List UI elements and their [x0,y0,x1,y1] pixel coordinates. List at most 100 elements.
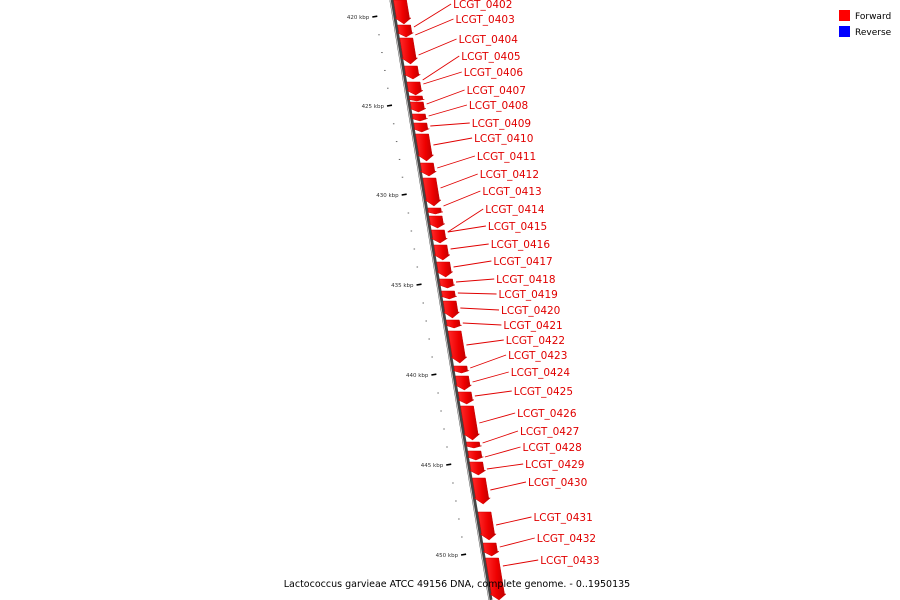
gene-label[interactable]: LCGT_0432 [537,533,596,545]
gene-block[interactable] [433,244,451,261]
leader-line [415,18,454,36]
gene-label[interactable]: LCGT_0406 [464,67,524,79]
gene-label[interactable]: LCGT_0424 [511,367,571,379]
gene-label[interactable]: LCGT_0407 [467,85,526,97]
gene-block[interactable] [408,95,425,102]
gene-block[interactable] [455,375,473,391]
legend-label-reverse: Reverse [855,28,892,38]
gene-label[interactable]: LCGT_0414 [485,204,545,216]
tick-label: 420 kbp [347,15,370,21]
gene-label[interactable]: LCGT_0429 [525,459,584,471]
gene-block[interactable] [426,207,444,215]
gene-label[interactable]: LCGT_0425 [514,386,573,398]
tick-major [431,373,437,376]
gene-label[interactable]: LCGT_0423 [508,350,567,362]
gene-label[interactable]: LCGT_0430 [528,477,587,489]
gene-block[interactable] [447,330,468,364]
gene-block[interactable] [482,542,500,557]
gene-block[interactable] [435,261,454,278]
legend-item-forward[interactable]: Forward [839,10,891,22]
gene-block[interactable] [457,391,475,405]
gene-label[interactable]: LCGT_0420 [501,305,560,317]
gene-block[interactable] [431,229,449,244]
legend-item-reverse[interactable]: Reverse [839,26,892,38]
tick-label: 435 kbp [391,283,414,289]
gene-block[interactable] [415,133,435,162]
gene-label[interactable]: LCGT_0410 [474,133,533,145]
leader-line [430,122,470,127]
gene-block[interactable] [409,101,427,113]
tick-major [386,104,393,107]
gene-label[interactable]: LCGT_0412 [480,169,539,181]
gene-block[interactable] [465,441,482,449]
leader-line [450,243,489,250]
gene-block[interactable] [428,215,446,229]
gene-label[interactable]: LCGT_0418 [496,274,555,286]
leader-line [490,481,527,491]
gene-label[interactable]: LCGT_0402 [453,0,512,11]
gene-label[interactable]: LCGT_0426 [517,408,577,420]
axis-ticks: 420 kbp 425 kbp 430 kbp 435 kbp 440 kbp 445 k… [347,15,467,559]
tick-major [446,463,452,466]
legend: Forward Reverse [839,10,892,38]
gene-label[interactable]: LCGT_0411 [477,151,536,163]
leader-line [423,71,462,85]
gene-label[interactable]: LCGT_0415 [488,221,547,233]
leader-line [474,390,512,397]
genome-caption: Lactococcus garvieae ATCC 49156 DNA, com… [284,579,630,590]
gene-label[interactable]: LCGT_0408 [469,100,528,112]
gene-label[interactable]: LCGT_0403 [455,14,514,26]
gene-block[interactable] [422,177,442,207]
leader-line [484,446,521,458]
gene-label[interactable]: LCGT_0404 [459,34,519,46]
gene-label[interactable]: LCGT_0417 [493,256,552,268]
leader-line [460,307,500,311]
gene-block[interactable] [397,24,415,38]
gene-label[interactable]: LCGT_0427 [520,426,579,438]
gene-block[interactable] [406,81,424,96]
gene-label[interactable]: LCGT_0419 [499,289,558,301]
gene-label[interactable]: LCGT_0409 [472,118,531,130]
gene-label[interactable]: LCGT_0405 [461,51,520,63]
leader-line [472,371,509,383]
gene-block[interactable] [440,290,457,300]
gene-block[interactable] [469,461,487,476]
gene-block[interactable] [477,511,497,541]
gene-block[interactable] [467,450,484,461]
gene-block[interactable] [485,557,507,600]
genome-backbone [389,0,493,600]
gene-block[interactable] [413,122,430,133]
leader-line [482,430,519,444]
tick-label: 425 kbp [362,104,385,110]
gene-block[interactable] [472,477,491,505]
gene-block[interactable] [442,300,461,319]
leader-line [447,208,484,233]
gene-label[interactable]: LCGT_0431 [533,512,592,524]
gene-block[interactable] [411,113,428,122]
gene-label[interactable]: LCGT_0433 [540,555,599,567]
leader-line [443,190,481,207]
leader-line [455,278,495,283]
gene-block[interactable] [404,65,422,80]
gene-block[interactable] [445,319,462,329]
leader-line [453,260,492,268]
gene-label[interactable]: LCGT_0421 [503,320,562,332]
gene-block[interactable] [460,405,481,441]
gene-labels: LCGT_0402 LCGT_0403 LCGT_0404 LCGT_0405 LCGT… [453,0,599,567]
leader-line [437,155,476,169]
gene-block[interactable] [453,365,470,374]
leader-line [457,292,497,295]
gene-label[interactable]: LCGT_0413 [482,186,541,198]
gene-block[interactable] [393,0,412,25]
tick-major [372,15,378,18]
gene-label[interactable]: LCGT_0428 [523,442,582,454]
leader-line [413,3,452,28]
gene-label[interactable]: LCGT_0422 [506,335,565,347]
leader-line [466,339,504,346]
gene-block[interactable] [420,162,438,177]
tick-major [401,193,407,196]
gene-block[interactable] [438,278,456,289]
leader-line [479,412,516,424]
gene-label[interactable]: LCGT_0416 [491,239,551,251]
gene-block[interactable] [399,37,419,65]
